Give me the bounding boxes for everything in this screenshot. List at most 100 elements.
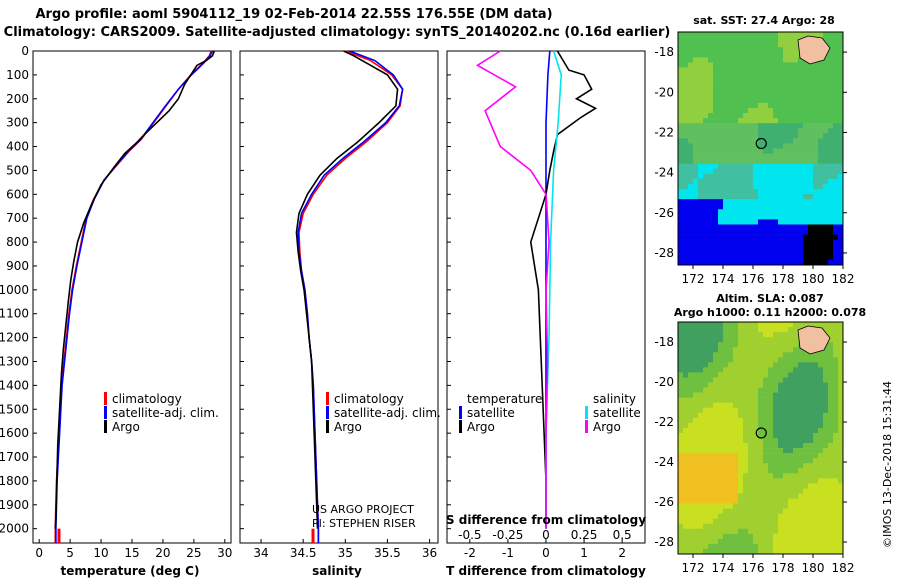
map-cell (708, 488, 714, 494)
map-cell (758, 533, 764, 540)
map-cell (733, 82, 739, 89)
map-cell (718, 417, 724, 424)
map-cell (793, 508, 799, 514)
map-cell (718, 523, 724, 530)
map-cell (738, 102, 744, 109)
map-cell (703, 153, 709, 159)
map-cell (763, 392, 769, 398)
map-cell (718, 62, 724, 68)
map-cell (708, 32, 714, 38)
map-cell (833, 483, 839, 489)
map-cell (768, 498, 774, 504)
map-cell (763, 163, 769, 170)
map-cell (733, 244, 739, 251)
map-cell (783, 92, 789, 99)
map-cell (803, 443, 809, 449)
map-cell (688, 249, 694, 256)
map-cell (828, 153, 834, 159)
map-cell (733, 148, 739, 154)
map-cell (828, 402, 834, 409)
map-cell (728, 77, 734, 83)
map-cell (678, 143, 684, 149)
map-cell (728, 392, 734, 398)
map-cell (828, 77, 834, 83)
map-cell (808, 178, 814, 185)
map-cell (813, 92, 819, 99)
map-cell (748, 118, 754, 124)
map-cell (783, 168, 789, 175)
map-cell (793, 528, 799, 535)
map-cell (753, 483, 759, 489)
legend-swatch-temp-satellite (459, 406, 462, 419)
map-cell (688, 463, 694, 469)
map-cell (783, 528, 789, 535)
map-cell (708, 518, 714, 525)
map-cell (773, 259, 779, 266)
map-cell (698, 473, 704, 479)
map-cell (798, 362, 804, 368)
map-cell (813, 97, 819, 104)
map-cell (808, 244, 814, 251)
map-cell (783, 417, 789, 424)
map-cell (748, 508, 754, 514)
map-cell (708, 508, 714, 514)
map-cell (828, 244, 834, 251)
map-cell (823, 102, 829, 109)
map-cell (778, 392, 784, 398)
map-cell (753, 199, 759, 205)
t-difference-x-axis: -2 -1 0 1 2 (464, 539, 626, 560)
map-cell (803, 422, 809, 429)
map-cell (798, 204, 804, 210)
map-cell (713, 249, 719, 256)
map-cell (803, 219, 809, 225)
map-cell (828, 143, 834, 149)
map-cell (803, 407, 809, 414)
map-cell (738, 37, 744, 43)
map-cell (723, 448, 729, 454)
map-cell (788, 82, 794, 89)
map-cell (708, 412, 714, 419)
map-cell (703, 123, 709, 129)
map-cell (768, 32, 774, 38)
map-cell (733, 259, 739, 266)
map-cell (683, 163, 689, 170)
map-cell (733, 123, 739, 129)
map-cell (833, 322, 839, 328)
map-cell (683, 259, 689, 266)
map-cell (678, 148, 684, 154)
map-cell (768, 528, 774, 535)
map-cell (783, 254, 789, 261)
map-cell (743, 163, 749, 170)
map-cell (838, 168, 844, 175)
map-cell (778, 249, 784, 256)
map-cell (748, 478, 754, 484)
map-cell (803, 87, 809, 94)
map-cell (773, 503, 779, 509)
legend-swatch-sal-satellite (585, 406, 588, 419)
map-cell (793, 214, 799, 220)
map-cell (693, 327, 699, 333)
map-cell (818, 123, 824, 129)
s-tick-label: 0 (542, 528, 550, 542)
map-cell (743, 239, 749, 246)
map-cell (778, 463, 784, 469)
map-cell (693, 493, 699, 499)
map-cell (783, 402, 789, 409)
map-cell (838, 493, 844, 499)
map-cell (783, 57, 789, 63)
map-cell (748, 57, 754, 63)
map-cell (833, 249, 839, 256)
sla-map-title-line2: Argo h1000: 0.11 h2000: 0.078 (674, 306, 866, 319)
map-cell (763, 87, 769, 94)
map-cell (768, 189, 774, 195)
map-cell (778, 254, 784, 261)
map-cell (738, 128, 744, 134)
map-cell (678, 548, 684, 555)
map-cell (828, 148, 834, 154)
map-cell (793, 382, 799, 388)
map-cell (763, 327, 769, 333)
map-cell (723, 468, 729, 474)
map-cell (783, 488, 789, 494)
map-cell (828, 463, 834, 469)
map-cell (803, 97, 809, 104)
